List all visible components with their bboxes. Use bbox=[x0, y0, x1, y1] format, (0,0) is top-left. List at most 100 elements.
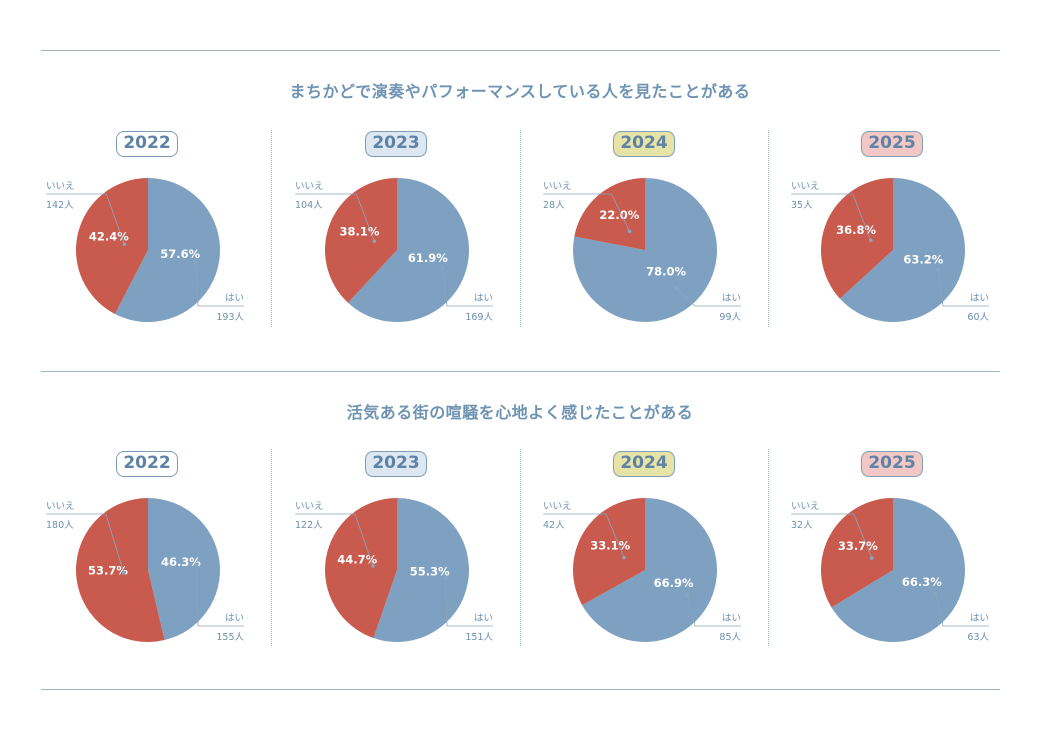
pie-slice-no bbox=[75, 178, 148, 314]
count-yes: 63人 bbox=[967, 632, 989, 643]
pie-slice-yes bbox=[373, 498, 470, 642]
count-no: 142人 bbox=[46, 200, 74, 211]
label-yes: はい bbox=[474, 293, 493, 304]
divider bbox=[271, 130, 272, 327]
label-no: いいえ bbox=[46, 501, 75, 512]
leader-line-yes bbox=[196, 564, 244, 627]
year-badge-2024: 2024 bbox=[613, 451, 675, 477]
divider bbox=[768, 449, 769, 646]
divider bbox=[271, 449, 272, 646]
year-badge-2023: 2023 bbox=[365, 131, 427, 157]
count-no: 35人 bbox=[791, 200, 813, 211]
pie-percent-yes: 78.0% bbox=[646, 265, 686, 279]
pie-chart-2024-performance: 78.0% 22.0% はい 99人 いいえ 28人 bbox=[543, 178, 741, 323]
label-no: いいえ bbox=[295, 181, 324, 192]
pie-percent-yes: 55.3% bbox=[410, 564, 450, 578]
pie-slice-no bbox=[573, 498, 645, 606]
pie-slice-no bbox=[820, 498, 893, 608]
pie-chart-2025-bustle: 66.3% 33.7% はい 63人 いいえ 32人 bbox=[791, 498, 989, 643]
leader-line-yes bbox=[195, 261, 244, 307]
leader-line-no bbox=[295, 513, 374, 567]
leader-line-yes bbox=[676, 287, 741, 307]
pie-chart-2024-bustle: 66.9% 33.1% はい 85人 いいえ 42人 bbox=[543, 498, 741, 643]
section-1-title: まちかどで演奏やパフォーマンスしている人を見たことがある bbox=[289, 82, 751, 101]
year-badge-2022: 2022 bbox=[116, 451, 178, 477]
count-yes: 85人 bbox=[719, 632, 741, 643]
leader-line-no bbox=[543, 513, 625, 558]
leader-line-yes bbox=[445, 578, 493, 627]
pie-slice-no bbox=[574, 178, 645, 250]
pie-chart-2023-bustle: 55.3% 44.7% はい 151人 いいえ 122人 bbox=[295, 498, 493, 643]
leader-line-no bbox=[543, 193, 630, 232]
count-yes: 155人 bbox=[216, 632, 244, 643]
year-badge-2025: 2025 bbox=[861, 131, 923, 157]
leader-line-no bbox=[46, 193, 125, 245]
pie-chart-2023-performance: 61.9% 38.1% はい 169人 いいえ 104人 bbox=[295, 178, 493, 323]
leader-line-no bbox=[791, 193, 872, 241]
pie-chart-2025-performance: 63.2% 36.8% はい 60人 いいえ 35人 bbox=[791, 178, 989, 323]
year-badge-2024: 2024 bbox=[613, 131, 675, 157]
leader-dot-no bbox=[371, 564, 375, 568]
pie-slice-no bbox=[75, 498, 165, 642]
count-yes: 169人 bbox=[465, 312, 493, 323]
leader-line-yes bbox=[442, 267, 493, 307]
pie-percent-yes: 66.9% bbox=[654, 576, 694, 590]
pie-chart-2022-performance: 57.6% 42.4% はい 193人 いいえ 142人 bbox=[46, 178, 244, 323]
leader-dot-yes bbox=[685, 593, 690, 597]
pie-slice-yes bbox=[839, 178, 966, 322]
pie-slice-yes bbox=[114, 178, 220, 322]
leader-dot-yes bbox=[193, 259, 198, 264]
pie-percent-no: 42.4% bbox=[89, 229, 129, 243]
bottom-rule bbox=[41, 689, 1000, 690]
label-yes: はい bbox=[474, 613, 493, 624]
label-yes: はい bbox=[722, 613, 741, 624]
leader-dot-yes bbox=[936, 267, 940, 272]
pie-percent-yes: 61.9% bbox=[408, 251, 448, 265]
pie-percent-no: 44.7% bbox=[337, 552, 377, 566]
label-no: いいえ bbox=[543, 501, 572, 512]
pie-percent-yes: 66.3% bbox=[902, 575, 942, 589]
leader-line-no bbox=[791, 513, 873, 559]
pie-percent-yes: 57.6% bbox=[160, 247, 200, 261]
pie-percent-no: 22.0% bbox=[599, 208, 639, 222]
label-yes: はい bbox=[722, 293, 741, 304]
pie-slice-no bbox=[325, 178, 397, 303]
divider bbox=[768, 130, 769, 327]
pie-chart-2022-bustle: 46.3% 53.7% はい 155人 いいえ 180人 bbox=[46, 498, 244, 643]
leader-dot-no bbox=[622, 555, 626, 560]
leader-dot-yes bbox=[934, 592, 938, 596]
middle-rule bbox=[41, 371, 1000, 372]
year-badge-2023: 2023 bbox=[365, 451, 427, 477]
pie-slice-no bbox=[821, 178, 893, 299]
count-yes: 60人 bbox=[967, 312, 989, 323]
pie-slice-yes bbox=[148, 498, 220, 641]
label-yes: はい bbox=[970, 293, 989, 304]
year-badge-2025: 2025 bbox=[861, 451, 923, 477]
pie-slice-yes bbox=[582, 498, 718, 642]
pie-percent-no: 33.7% bbox=[838, 539, 878, 553]
pie-slice-no bbox=[325, 498, 397, 639]
pie-percent-yes: 63.2% bbox=[903, 252, 943, 266]
leader-dot-no bbox=[627, 229, 632, 234]
label-yes: はい bbox=[225, 613, 244, 624]
leader-dot-yes bbox=[440, 266, 445, 270]
top-rule bbox=[41, 50, 1000, 51]
divider bbox=[520, 130, 521, 327]
label-no: いいえ bbox=[46, 181, 75, 192]
section-2-title: 活気ある街の喧騒を心地よく感じたことがある bbox=[346, 403, 694, 422]
count-yes: 99人 bbox=[719, 312, 741, 323]
pie-percent-no: 33.1% bbox=[590, 539, 630, 553]
year-badge-2022: 2022 bbox=[116, 131, 178, 157]
divider bbox=[520, 449, 521, 646]
leader-line-yes bbox=[686, 594, 741, 627]
count-no: 42人 bbox=[543, 520, 565, 531]
leader-line-no bbox=[46, 513, 125, 573]
count-no: 28人 bbox=[543, 200, 565, 211]
count-no: 32人 bbox=[791, 520, 813, 531]
label-no: いいえ bbox=[543, 181, 572, 192]
leader-line-no bbox=[295, 193, 375, 242]
label-no: いいえ bbox=[791, 181, 820, 192]
pie-slice-yes bbox=[831, 498, 965, 642]
count-yes: 193人 bbox=[216, 312, 244, 323]
leader-line-yes bbox=[937, 269, 989, 307]
